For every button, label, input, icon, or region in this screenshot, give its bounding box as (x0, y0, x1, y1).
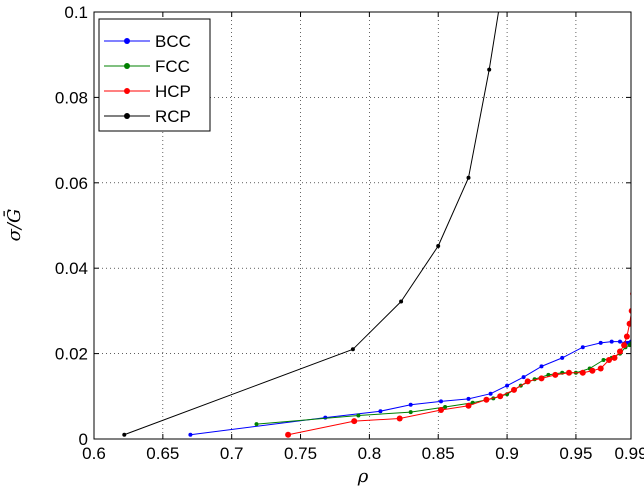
data-point-fcc (443, 405, 448, 409)
data-point-hcp (633, 240, 639, 246)
x-tick-label: 0.95 (559, 444, 592, 463)
x-tick-label: 0.7 (220, 444, 244, 463)
x-tick-label: 0.85 (422, 444, 455, 463)
series-line-bcc (190, 340, 631, 436)
data-point-rcp (436, 244, 441, 248)
data-point-bcc (609, 339, 614, 344)
data-point-bcc (632, 336, 636, 340)
data-point-rcp (466, 175, 471, 180)
legend-marker-fcc (124, 63, 130, 69)
legend-label-bcc: BCC (155, 32, 191, 51)
x-tick-label: 0.99 (614, 444, 644, 463)
data-point-bcc (521, 375, 526, 380)
series-line-hcp (287, 312, 631, 436)
data-point-hcp (632, 257, 638, 263)
data-point-hcp (634, 223, 640, 229)
data-point-bcc (378, 409, 383, 414)
data-point-rcp (350, 347, 355, 352)
legend-marker-bcc (124, 38, 130, 44)
grid (94, 12, 631, 439)
data-point-bcc (539, 364, 544, 369)
data-point-fcc (634, 317, 638, 321)
data-point-rcp (122, 432, 127, 437)
data-point-fcc (356, 413, 361, 418)
series-layer (122, 12, 640, 438)
data-point-bcc (635, 322, 639, 326)
data-point-hcp (538, 375, 545, 382)
data-point-fcc (629, 341, 631, 345)
data-point-bcc (580, 345, 585, 350)
x-tick-label: 0.9 (495, 444, 519, 463)
data-point-fcc (254, 422, 259, 427)
data-point-fcc (632, 332, 636, 336)
data-point-rcp (487, 67, 492, 72)
data-point-fcc (408, 410, 413, 415)
data-point-hcp (497, 393, 504, 400)
data-point-fcc (601, 358, 606, 362)
y-tick-label: 0.08 (55, 88, 88, 107)
data-point-hcp (465, 402, 472, 409)
legend-marker-rcp (124, 113, 130, 119)
data-point-bcc (560, 355, 565, 360)
data-point-hcp (628, 307, 631, 314)
data-point-bcc (188, 432, 193, 437)
legend-label-fcc: FCC (155, 57, 190, 76)
legend-label-hcp: HCP (155, 82, 191, 101)
y-tick-label: 0.02 (55, 345, 88, 364)
data-point-bcc (408, 402, 413, 407)
legend: BCC FCC HCP RCP (98, 18, 211, 132)
data-point-bcc (631, 338, 635, 342)
data-point-bcc (488, 391, 493, 396)
data-point-hcp (621, 342, 628, 349)
data-point-hcp (566, 369, 572, 376)
tick-marks (93, 11, 632, 440)
data-point-hcp (396, 415, 403, 422)
data-point-fcc (631, 337, 635, 341)
data-point-hcp (351, 418, 358, 425)
data-point-hcp (524, 378, 531, 385)
data-point-hcp (611, 354, 618, 361)
data-point-hcp (626, 320, 631, 327)
data-point-bcc (439, 399, 443, 404)
data-point-bcc (323, 415, 328, 420)
x-tick-label: 0.6 (82, 444, 106, 463)
y-tick-label: 0.04 (55, 259, 88, 278)
data-point-bcc (505, 383, 510, 388)
x-tick-label: 0.75 (284, 444, 317, 463)
data-point-hcp (438, 407, 444, 413)
data-point-bcc (618, 339, 622, 344)
x-axis-label: ρ (357, 466, 369, 487)
y-tick-label: 0.1 (64, 3, 88, 22)
data-point-hcp (589, 367, 596, 374)
legend-marker-hcp (124, 88, 130, 94)
data-point-hcp (511, 386, 517, 393)
tick-labels: 0.6 0.65 0.7 0.75 0.8 0.85 0.9 0.95 0.99 0 0.02 0.0… (55, 3, 644, 463)
data-point-hcp (631, 274, 637, 280)
data-point-hcp (597, 365, 604, 372)
data-point-bcc (466, 396, 471, 401)
data-point-fcc (633, 326, 637, 330)
y-tick-label: 0.06 (55, 174, 88, 193)
legend-box (98, 18, 211, 132)
data-point-hcp (617, 348, 623, 355)
data-point-hcp (579, 369, 586, 376)
data-point-bcc (598, 340, 603, 345)
data-point-rcp (399, 299, 404, 304)
data-point-bcc (633, 332, 637, 336)
data-point-hcp (483, 396, 490, 403)
y-tick-label: 0 (79, 430, 88, 449)
data-point-hcp (623, 333, 630, 340)
legend-label-rcp: RCP (155, 107, 191, 126)
plot-frame (93, 11, 632, 440)
data-point-fcc (635, 305, 639, 309)
data-point-hcp (285, 431, 292, 438)
y-axis-label: σ/Ḡ (1, 209, 25, 242)
data-point-hcp (552, 371, 559, 378)
x-tick-label: 0.8 (358, 444, 382, 463)
data-point-bcc (634, 328, 638, 332)
data-point-hcp (606, 357, 612, 363)
x-tick-label: 0.65 (146, 444, 179, 463)
